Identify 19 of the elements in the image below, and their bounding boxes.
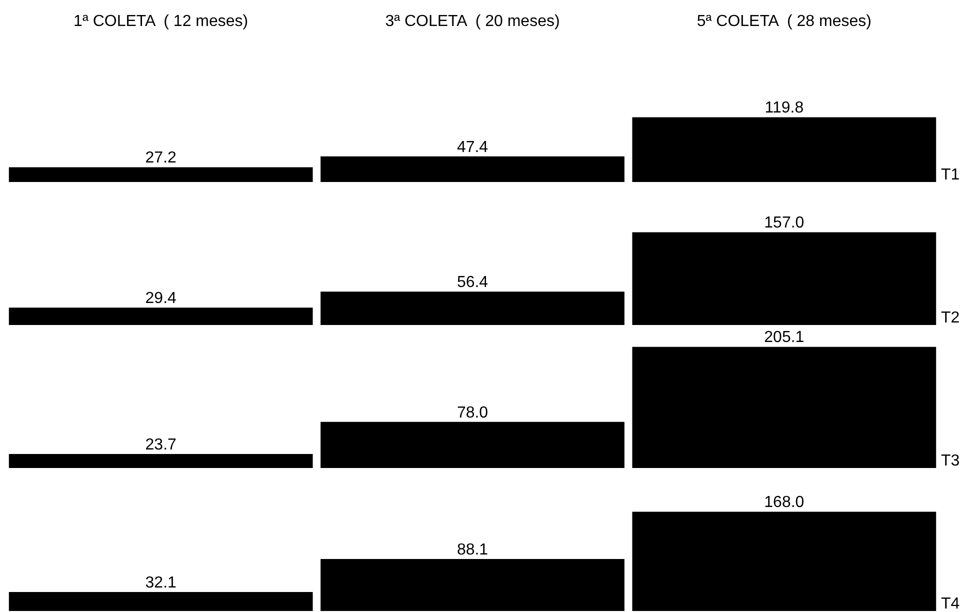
x-tick-label: 5ª COLETA ( 28 meses) bbox=[696, 13, 872, 30]
data-label: 119.8 bbox=[764, 100, 804, 117]
x-tick-label: 1ª COLETA ( 12 meses) bbox=[74, 13, 248, 30]
data-label: 157.0 bbox=[764, 214, 804, 232]
data-label: 27.2 bbox=[145, 150, 177, 167]
data-label: 56.4 bbox=[456, 274, 488, 292]
data-label: 168.0 bbox=[764, 494, 804, 512]
data-label: 32.1 bbox=[145, 574, 177, 592]
data-label: 23.7 bbox=[145, 436, 177, 454]
data-label: 29.4 bbox=[145, 290, 177, 308]
data-label: 78.0 bbox=[456, 404, 488, 422]
data-label: 47.4 bbox=[456, 138, 488, 156]
series-label: T2 bbox=[941, 309, 960, 326]
series-label: T1 bbox=[941, 166, 960, 184]
x-tick-label: 3ª COLETA ( 20 meses) bbox=[385, 13, 560, 30]
series-label: T3 bbox=[941, 452, 960, 470]
data-label: 205.1 bbox=[764, 329, 804, 346]
data-label: 88.1 bbox=[456, 541, 488, 558]
series-label: T4 bbox=[941, 595, 960, 612]
